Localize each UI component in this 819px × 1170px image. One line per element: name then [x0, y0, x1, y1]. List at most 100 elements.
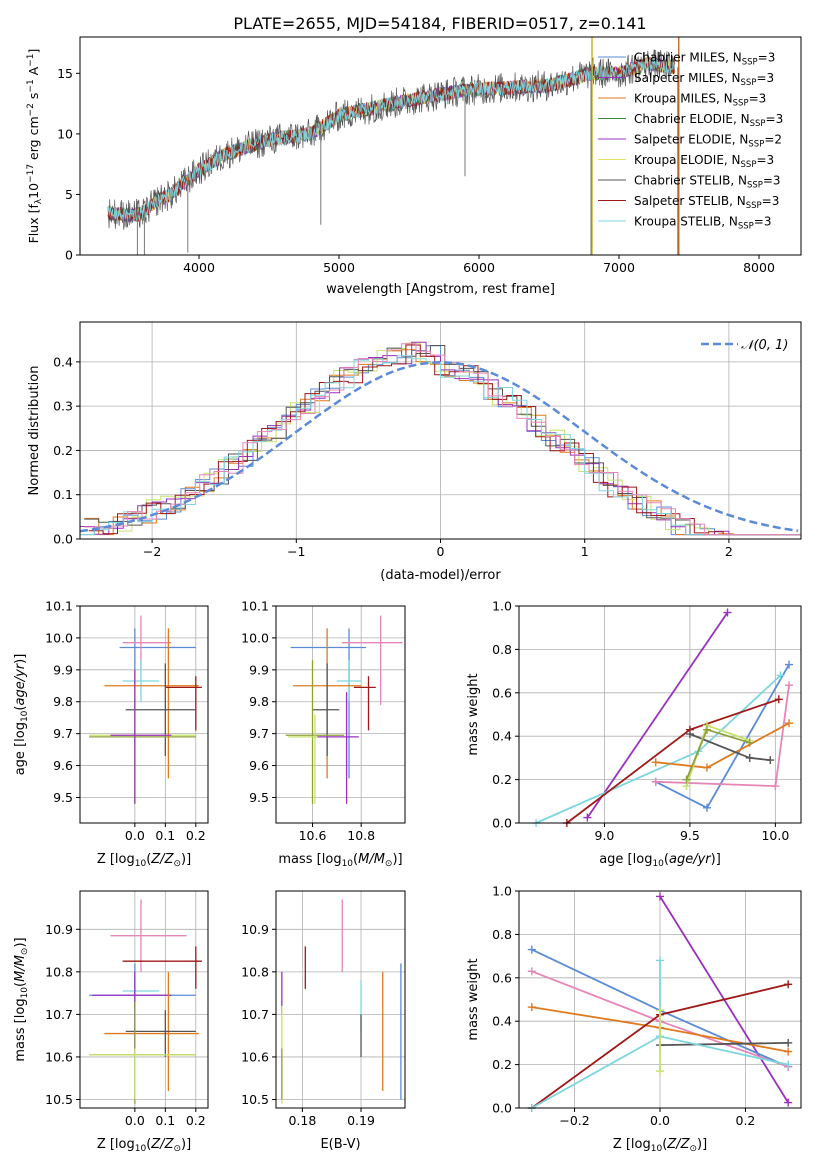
- x-tick-label: 0.1: [155, 1113, 175, 1128]
- histogram-step: [84, 345, 801, 536]
- legend-label: Chabrier MILES, NSSP=3: [634, 51, 775, 68]
- y-tick-label: 0.4: [492, 1014, 512, 1029]
- y-axis-label: mass [log10(M/M⊙)]: [13, 937, 30, 1061]
- spectrum-series-line: [107, 57, 676, 222]
- x-axis-label: age [log10(age/yr)]: [599, 852, 721, 869]
- x-tick-label: −1: [287, 544, 305, 559]
- y-axis-label: mass weight: [466, 673, 481, 755]
- y-tick-label: 0.1: [53, 487, 73, 502]
- y-tick-label: 10.0: [241, 630, 269, 645]
- y-tick-label: 0.6: [492, 685, 512, 700]
- x-tick-label: 9.0: [595, 828, 615, 843]
- y-tick-label: 10: [57, 126, 73, 141]
- spectrum-series-line: [107, 56, 676, 223]
- x-axis-label: wavelength [Angstrom, rest frame]: [326, 282, 555, 297]
- axes-frame: [275, 605, 406, 824]
- y-tick-label: 10.6: [241, 1049, 269, 1064]
- x-tick-label: −0.2: [559, 1113, 589, 1128]
- y-axis-label: age [log10(age/yr)]: [13, 654, 30, 776]
- panel-age_vs_mass: 10.6 10.8 9.5 9.6 9.7 9.8 9.9 10.0 10.1 mass [log…: [241, 599, 406, 869]
- legend-label: Kroupa ELODIE, NSSP=3: [634, 153, 774, 170]
- y-axis-label: Flux [fλ10−17 erg cm−2 s−1 A−1]: [26, 49, 44, 244]
- spectrum-series-line: [107, 57, 675, 222]
- panel-residuals: −2 −1 0 1 2 0.0 0.1 0.2 0.3 0.4 (data-model)/error…: [27, 321, 802, 583]
- x-axis-label: mass [log10(M/M⊙)]: [278, 852, 402, 869]
- y-tick-label: 0.0: [53, 532, 73, 547]
- x-axis-label: Z [log10(Z/Z⊙)]: [613, 1137, 707, 1154]
- y-tick-label: 0.8: [492, 927, 512, 942]
- y-tick-label: 0.4: [492, 729, 512, 744]
- x-tick-label: 1: [581, 544, 589, 559]
- legend-label: Kroupa STELIB, NSSP=3: [634, 215, 772, 232]
- x-tick-label: 2: [725, 544, 733, 559]
- y-tick-label: 9.6: [53, 758, 73, 773]
- x-tick-label: 10.0: [761, 828, 789, 843]
- weight-series-line: [659, 1042, 789, 1046]
- panel-weight_vs_Z: −0.2 0.0 0.2 0.0 0.2 0.4 0.6 0.8 1.0 Z [log10(Z/Z…: [466, 884, 802, 1154]
- weight-series-line: [586, 611, 729, 819]
- y-tick-label: 9.8: [249, 694, 269, 709]
- y-tick-label: 0.2: [492, 1057, 512, 1072]
- panel-spectrum: 4000 5000 6000 7000 8000 0 5 10 15 wavelength [An…: [26, 36, 802, 297]
- x-tick-label: 0.2: [186, 1113, 206, 1128]
- y-axis-label: mass weight: [466, 958, 481, 1040]
- x-axis-label: Z [log10(Z/Z⊙)]: [97, 852, 191, 869]
- y-tick-label: 1.0: [492, 599, 512, 614]
- spectrum-series-line: [107, 56, 675, 222]
- legend-label: 𝒩(0, 1): [741, 338, 788, 353]
- x-tick-label: 0.2: [736, 1113, 756, 1128]
- panel-age_vs_Z: 0.0 0.1 0.2 9.5 9.6 9.7 9.8 9.9 10.0 10.1 Z [log10…: [13, 599, 209, 869]
- x-tick-label: 0: [437, 544, 445, 559]
- legend-label: Kroupa MILES, NSSP=3: [634, 92, 766, 109]
- histogram-step: [88, 344, 801, 536]
- y-tick-label: 9.6: [249, 758, 269, 773]
- y-tick-label: 0.2: [53, 443, 73, 458]
- y-tick-label: 10.6: [45, 1049, 73, 1064]
- histogram-step: [84, 343, 801, 536]
- panel-weight_vs_age: 9.0 9.5 10.0 0.0 0.2 0.4 0.6 0.8 1.0 age [log10(a…: [466, 599, 802, 869]
- spectrum-series-line: [107, 49, 676, 230]
- y-tick-label: 10.0: [45, 630, 73, 645]
- y-tick-label: 10.8: [45, 964, 73, 979]
- x-tick-label: 10.6: [299, 828, 327, 843]
- x-tick-label: 10.8: [347, 828, 375, 843]
- y-tick-label: 10.7: [241, 1007, 269, 1022]
- y-tick-label: 0.4: [53, 354, 73, 369]
- y-tick-label: 0.2: [492, 772, 512, 787]
- y-tick-label: 0.8: [492, 642, 512, 657]
- y-tick-label: 10.8: [241, 964, 269, 979]
- axes-frame: [518, 605, 802, 824]
- y-axis-label: Normed distribution: [27, 366, 42, 496]
- x-axis-label: E(B-V): [320, 1137, 360, 1152]
- panel-mass_vs_ebv: 0.18 0.19 10.5 10.6 10.7 10.8 10.9 E(B-V): [241, 890, 406, 1152]
- x-tick-label: 4000: [183, 260, 215, 275]
- y-tick-label: 10.9: [45, 922, 73, 937]
- y-tick-label: 0: [65, 248, 73, 263]
- weight-series-line: [566, 698, 780, 824]
- x-tick-label: 0.0: [125, 828, 145, 843]
- weight-series-line: [535, 674, 782, 824]
- y-tick-label: 9.7: [249, 726, 269, 741]
- y-tick-label: 10.7: [45, 1007, 73, 1022]
- axes-frame: [79, 605, 209, 824]
- y-tick-label: 0.0: [492, 816, 512, 831]
- y-tick-label: 15: [57, 66, 73, 81]
- figure-title: PLATE=2655, MJD=54184, FIBERID=0517, z=0…: [233, 14, 646, 33]
- x-tick-label: 8000: [743, 260, 775, 275]
- y-tick-label: 10.5: [45, 1092, 73, 1107]
- x-tick-label: 0.1: [155, 828, 175, 843]
- x-tick-label: 6000: [463, 260, 495, 275]
- legend-label: Chabrier ELODIE, NSSP=3: [634, 112, 783, 129]
- y-tick-label: 0.6: [492, 970, 512, 985]
- x-tick-label: −2: [143, 544, 161, 559]
- x-tick-label: 5000: [323, 260, 355, 275]
- axes-frame: [275, 890, 406, 1109]
- y-tick-label: 9.5: [53, 790, 73, 805]
- x-tick-label: 7000: [603, 260, 635, 275]
- x-tick-label: 0.0: [650, 1113, 670, 1128]
- axes-frame: [79, 890, 209, 1109]
- panel-mass_vs_Z: 0.0 0.1 0.2 10.5 10.6 10.7 10.8 10.9 Z [log10(Z/…: [13, 890, 209, 1154]
- y-tick-label: 9.9: [53, 662, 73, 677]
